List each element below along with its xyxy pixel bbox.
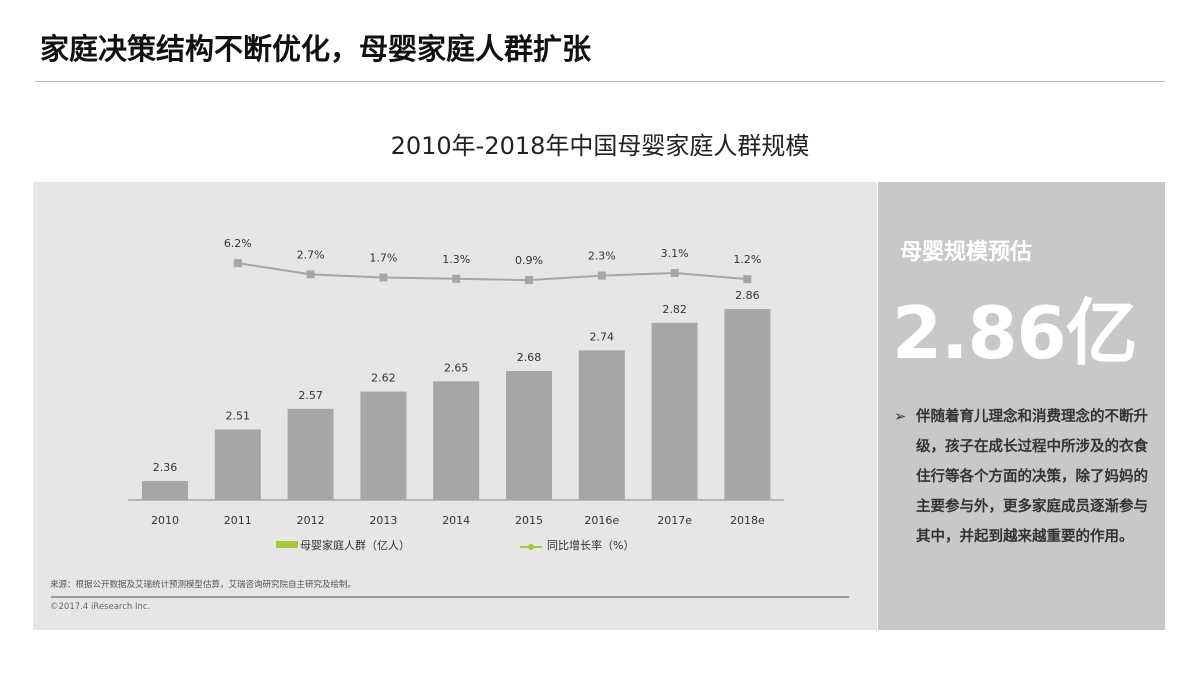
growth-label: 1.3% — [442, 253, 470, 266]
growth-point — [525, 276, 533, 285]
growth-point — [233, 259, 242, 268]
growth-point — [597, 271, 606, 280]
legend-bar-swatch — [276, 541, 298, 548]
growth-label: 6.2% — [224, 237, 252, 250]
bar — [506, 371, 552, 500]
bar — [651, 322, 698, 500]
growth-line — [237, 262, 748, 282]
bar-label: 2.65 — [444, 361, 469, 374]
bar-label: 2.62 — [371, 372, 396, 385]
bar — [142, 481, 188, 500]
growth-point — [670, 269, 679, 278]
summary-heading: 母婴规模预估 — [900, 240, 1033, 265]
summary-panel: 母婴规模预估 2.86亿 ➢ 伴随着育儿理念和消费理念的不断升级，孩子在成长过程中… — [878, 182, 1165, 630]
footer-divider — [51, 596, 849, 598]
bar-label: 2.82 — [662, 303, 687, 316]
x-tick-label: 2012 — [297, 514, 325, 527]
bar-label: 2.57 — [298, 389, 323, 402]
bar-label: 2.74 — [590, 330, 615, 343]
legend-bar-label: 母婴家庭人群（亿人） — [300, 538, 410, 552]
bullet-arrow-icon: ➢ — [894, 409, 907, 425]
divider — [35, 81, 1165, 82]
growth-label: 0.9% — [515, 254, 543, 267]
bar-label: 2.68 — [517, 351, 542, 364]
growth-label: 1.7% — [369, 252, 397, 265]
bar — [433, 381, 480, 500]
chart-title: 2010年-2018年中国母婴家庭人群规模 — [390, 132, 810, 160]
x-tick-label: 2014 — [442, 514, 470, 527]
legend-line-label: 同比增长率（%） — [547, 538, 634, 552]
page-title: 家庭决策结构不断优化，母婴家庭人群扩张 — [40, 32, 592, 66]
bar — [214, 429, 261, 500]
bar-label: 2.36 — [153, 461, 178, 474]
source-note: 来源：根据公开数据及艾瑞统计预测模型估算，艾瑞咨询研究院自主研究及绘制。 — [50, 580, 357, 590]
growth-label: 1.2% — [733, 253, 761, 266]
x-tick-label: 2017e — [657, 514, 692, 527]
summary-text: ➢ 伴随着育儿理念和消费理念的不断升级，孩子在成长过程中所涉及的衣食住行等各个方面… — [894, 402, 1154, 552]
copyright: ©2017.4 iResearch Inc. — [50, 602, 151, 612]
growth-point — [379, 273, 388, 282]
bar-label: 2.51 — [226, 409, 251, 422]
bar — [578, 350, 625, 500]
growth-point — [743, 275, 752, 284]
summary-value: 2.86亿 — [892, 291, 1138, 375]
x-tick-label: 2013 — [369, 514, 397, 527]
x-tick-label: 2010 — [151, 514, 179, 527]
growth-label: 3.1% — [661, 247, 689, 260]
growth-point — [306, 270, 315, 279]
bar — [287, 408, 334, 500]
growth-label: 2.3% — [588, 250, 616, 263]
x-tick-label: 2011 — [224, 514, 252, 527]
legend-line-marker — [528, 544, 534, 550]
bar-label: 2.86 — [735, 289, 760, 302]
growth-point — [452, 274, 461, 283]
summary-body: 伴随着育儿理念和消费理念的不断升级，孩子在成长过程中所涉及的衣食住行等各个方面的… — [916, 409, 1148, 545]
x-tick-label: 2015 — [515, 514, 543, 527]
x-tick-label: 2016e — [584, 514, 619, 527]
bar — [724, 309, 771, 500]
bar — [360, 391, 407, 500]
growth-label: 2.7% — [297, 248, 325, 261]
x-tick-label: 2018e — [730, 514, 765, 527]
